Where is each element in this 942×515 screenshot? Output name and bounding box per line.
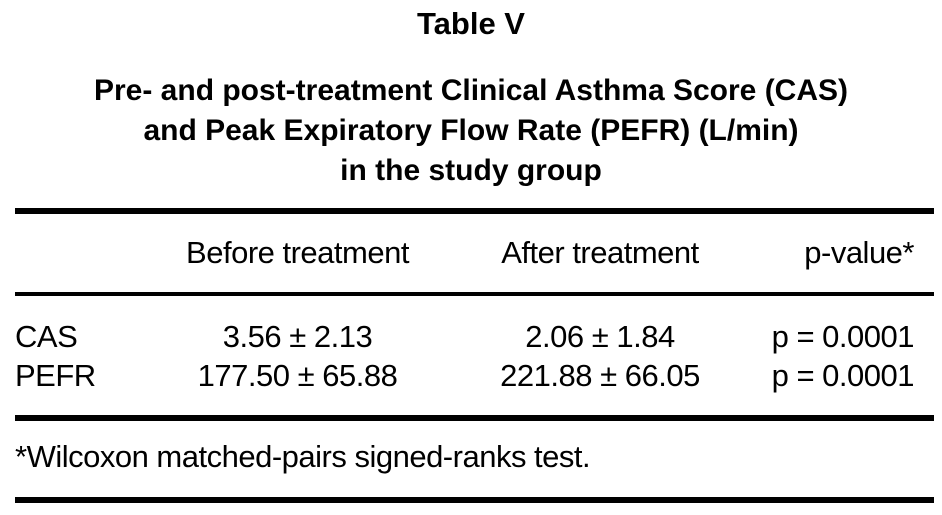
cell-cas-before-treatment: 3.56 ± 2.13 bbox=[222, 319, 373, 354]
table-rule-below-header bbox=[15, 292, 934, 296]
cell-pefr-p-value: p = 0.0001 bbox=[771, 358, 915, 393]
column-header-p-value: p-value* bbox=[804, 235, 914, 270]
table-caption-line-1: Pre- and post-treatment Clinical Asthma … bbox=[93, 74, 849, 107]
row-label-pefr: PEFR bbox=[15, 358, 96, 393]
table-rule-bottom bbox=[15, 497, 934, 503]
column-header-empty bbox=[15, 224, 155, 282]
cell-pefr-before-treatment: 177.50 ± 65.88 bbox=[197, 358, 398, 393]
cell-pefr-after-treatment: 221.88 ± 66.05 bbox=[500, 358, 700, 393]
column-header-after-treatment: After treatment bbox=[501, 235, 699, 270]
row-label-cas: CAS bbox=[15, 319, 78, 354]
table-caption-line-2: and Peak Expiratory Flow Rate (PEFR) (L/… bbox=[143, 114, 799, 147]
table-number-title: Table V bbox=[417, 6, 525, 41]
table-caption: Pre- and post-treatment Clinical Asthma … bbox=[0, 71, 942, 191]
table-rule-below-body bbox=[15, 415, 934, 421]
table-row-cas: CAS 3.56 ± 2.13 2.06 ± 1.84 p = 0.0001 bbox=[15, 318, 934, 356]
table-rule-top bbox=[15, 208, 934, 214]
cell-cas-p-value: p = 0.0001 bbox=[771, 319, 915, 354]
table-header-row: Before treatment After treatment p-value… bbox=[15, 224, 934, 282]
cell-cas-after-treatment: 2.06 ± 1.84 bbox=[525, 319, 675, 354]
table-footnote: *Wilcoxon matched-pairs signed-ranks tes… bbox=[15, 439, 591, 474]
column-header-before-treatment: Before treatment bbox=[186, 235, 409, 270]
table-row-pefr: PEFR 177.50 ± 65.88 221.88 ± 66.05 p = 0… bbox=[15, 357, 934, 395]
table-caption-line-3: in the study group bbox=[340, 154, 602, 187]
